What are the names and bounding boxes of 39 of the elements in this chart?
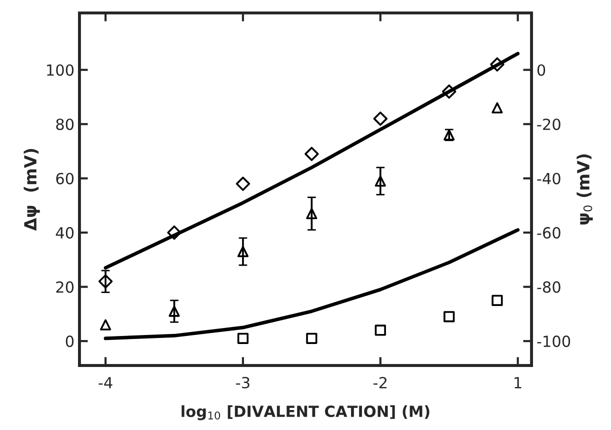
y2-tick-label: -40 bbox=[537, 172, 560, 184]
line-series bbox=[104, 228, 520, 340]
point bbox=[100, 319, 112, 330]
point bbox=[490, 57, 504, 72]
y-tick-label: 60 bbox=[56, 172, 74, 184]
y-axis-title: Δψ (mV) bbox=[24, 149, 40, 231]
y2-tick-label: -80 bbox=[537, 281, 560, 293]
point bbox=[167, 225, 182, 240]
y-tick-label: 40 bbox=[56, 227, 74, 239]
y2-tick-label: -60 bbox=[537, 227, 560, 239]
point bbox=[168, 306, 180, 317]
point bbox=[374, 324, 386, 336]
point bbox=[237, 246, 249, 258]
y-tick-label: 20 bbox=[56, 281, 74, 293]
y-tick-label: 100 bbox=[47, 64, 74, 76]
point bbox=[306, 332, 318, 344]
point bbox=[444, 311, 455, 322]
point bbox=[236, 176, 250, 191]
x-tick-label: 1 bbox=[514, 377, 522, 388]
point bbox=[374, 176, 386, 187]
y-tick-label: 80 bbox=[56, 118, 74, 130]
point bbox=[98, 274, 113, 289]
line-series bbox=[104, 52, 520, 270]
x-tick-label: -3 bbox=[236, 376, 250, 388]
x-tick-label: -2 bbox=[374, 376, 386, 388]
x-tick-label: -4 bbox=[98, 377, 112, 388]
point bbox=[492, 102, 503, 114]
y-tick-label: 0 bbox=[66, 336, 74, 348]
point bbox=[442, 84, 456, 99]
point bbox=[492, 294, 503, 306]
y2-axis-title: ψ$_{0}$ (mV) bbox=[576, 154, 593, 224]
y2-tick-label: -20 bbox=[537, 118, 560, 130]
point bbox=[306, 208, 318, 220]
y2-tick-label: -100 bbox=[537, 336, 570, 348]
point bbox=[373, 112, 388, 126]
point bbox=[304, 146, 319, 162]
x-axis-title: log$_{10}$ [DIVALENT CATION] (M) bbox=[182, 405, 430, 420]
point bbox=[237, 332, 249, 344]
y2-tick-label: 0 bbox=[537, 64, 546, 76]
